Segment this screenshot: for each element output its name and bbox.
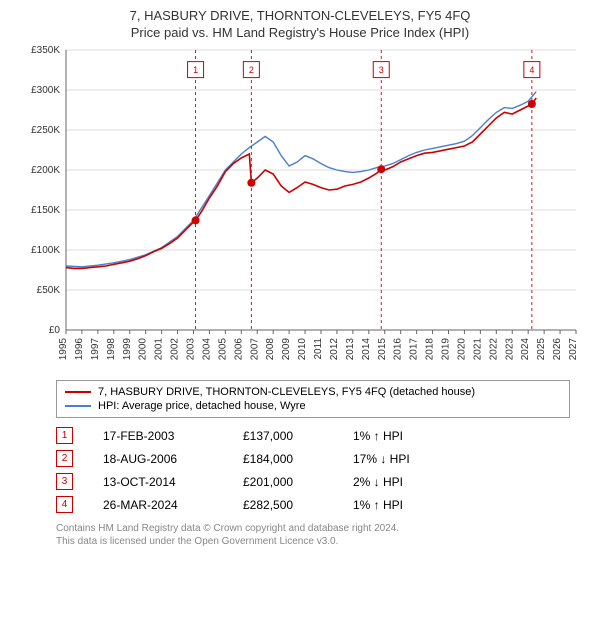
event-date: 17-FEB-2003 <box>103 429 243 443</box>
svg-text:2002: 2002 <box>170 338 181 361</box>
svg-text:2003: 2003 <box>186 338 197 361</box>
event-price: £282,500 <box>243 498 353 512</box>
legend-row: HPI: Average price, detached house, Wyre <box>65 399 561 413</box>
table-row: 4 26-MAR-2024 £282,500 1% ↑ HPI <box>56 493 570 516</box>
svg-text:£300K: £300K <box>31 85 60 96</box>
svg-text:2022: 2022 <box>488 338 499 361</box>
table-row: 1 17-FEB-2003 £137,000 1% ↑ HPI <box>56 424 570 447</box>
svg-text:£200K: £200K <box>31 165 60 176</box>
svg-text:2027: 2027 <box>568 338 579 361</box>
svg-text:2018: 2018 <box>425 338 436 361</box>
legend-label: 7, HASBURY DRIVE, THORNTON-CLEVELEYS, FY… <box>98 386 475 398</box>
event-marker-icon: 3 <box>56 473 73 490</box>
table-row: 3 13-OCT-2014 £201,000 2% ↓ HPI <box>56 470 570 493</box>
event-price: £137,000 <box>243 429 353 443</box>
svg-text:2013: 2013 <box>345 338 356 361</box>
svg-text:2021: 2021 <box>472 338 483 361</box>
event-date: 18-AUG-2006 <box>103 452 243 466</box>
title-address: 7, HASBURY DRIVE, THORNTON-CLEVELEYS, FY… <box>10 8 590 23</box>
svg-text:£250K: £250K <box>31 125 60 136</box>
legend-row: 7, HASBURY DRIVE, THORNTON-CLEVELEYS, FY… <box>65 385 561 399</box>
event-diff: 1% ↑ HPI <box>353 498 473 512</box>
svg-text:2010: 2010 <box>297 338 308 361</box>
events-table: 1 17-FEB-2003 £137,000 1% ↑ HPI 2 18-AUG… <box>56 424 570 516</box>
title-subtitle: Price paid vs. HM Land Registry's House … <box>10 25 590 40</box>
event-marker-icon: 1 <box>56 427 73 444</box>
event-price: £184,000 <box>243 452 353 466</box>
svg-text:2000: 2000 <box>138 338 149 361</box>
svg-text:2024: 2024 <box>520 338 531 361</box>
svg-text:2011: 2011 <box>313 338 324 360</box>
event-price: £201,000 <box>243 475 353 489</box>
legend-label: HPI: Average price, detached house, Wyre <box>98 400 306 412</box>
chart-area: £0 £50K £100K £150K £200K £250K £300K £350K 1995… <box>10 44 590 374</box>
svg-text:1995: 1995 <box>58 338 69 361</box>
svg-text:£0: £0 <box>49 325 61 336</box>
svg-text:1: 1 <box>193 65 198 75</box>
svg-text:2019: 2019 <box>441 338 452 361</box>
svg-text:£350K: £350K <box>31 45 60 56</box>
svg-text:2025: 2025 <box>536 338 547 361</box>
svg-text:£50K: £50K <box>37 285 61 296</box>
svg-text:2001: 2001 <box>154 338 165 361</box>
svg-text:£150K: £150K <box>31 205 60 216</box>
footnote-line: This data is licensed under the Open Gov… <box>56 535 570 548</box>
svg-text:2020: 2020 <box>456 338 467 361</box>
svg-text:3: 3 <box>379 65 384 75</box>
footnote: Contains HM Land Registry data © Crown c… <box>56 522 570 548</box>
event-diff: 2% ↓ HPI <box>353 475 473 489</box>
table-row: 2 18-AUG-2006 £184,000 17% ↓ HPI <box>56 447 570 470</box>
svg-text:2015: 2015 <box>377 338 388 361</box>
svg-text:1996: 1996 <box>74 338 85 361</box>
event-marker-icon: 4 <box>56 496 73 513</box>
svg-text:2008: 2008 <box>265 338 276 361</box>
svg-text:2012: 2012 <box>329 338 340 361</box>
svg-text:1998: 1998 <box>106 338 117 361</box>
svg-text:2006: 2006 <box>233 338 244 361</box>
event-date: 26-MAR-2024 <box>103 498 243 512</box>
svg-text:2026: 2026 <box>552 338 563 361</box>
svg-text:4: 4 <box>529 65 534 75</box>
svg-text:2004: 2004 <box>201 338 212 361</box>
svg-text:2007: 2007 <box>249 338 260 361</box>
legend-swatch-icon <box>65 391 91 393</box>
svg-text:£100K: £100K <box>31 245 60 256</box>
svg-text:1999: 1999 <box>122 338 133 361</box>
chart-svg: £0 £50K £100K £150K £200K £250K £300K £350K 1995… <box>10 44 590 374</box>
event-date: 13-OCT-2014 <box>103 475 243 489</box>
svg-text:2: 2 <box>249 65 254 75</box>
title-block: 7, HASBURY DRIVE, THORNTON-CLEVELEYS, FY… <box>0 0 600 44</box>
svg-text:2017: 2017 <box>409 338 420 361</box>
event-diff: 1% ↑ HPI <box>353 429 473 443</box>
legend-swatch-icon <box>65 405 91 407</box>
svg-text:1997: 1997 <box>90 338 101 361</box>
svg-text:2023: 2023 <box>504 338 515 361</box>
svg-text:2009: 2009 <box>281 338 292 361</box>
svg-text:2005: 2005 <box>217 338 228 361</box>
svg-text:2014: 2014 <box>361 338 372 361</box>
footnote-line: Contains HM Land Registry data © Crown c… <box>56 522 570 535</box>
chart-container: 7, HASBURY DRIVE, THORNTON-CLEVELEYS, FY… <box>0 0 600 548</box>
legend: 7, HASBURY DRIVE, THORNTON-CLEVELEYS, FY… <box>56 380 570 418</box>
svg-text:2016: 2016 <box>393 338 404 361</box>
event-diff: 17% ↓ HPI <box>353 452 473 466</box>
event-marker-icon: 2 <box>56 450 73 467</box>
